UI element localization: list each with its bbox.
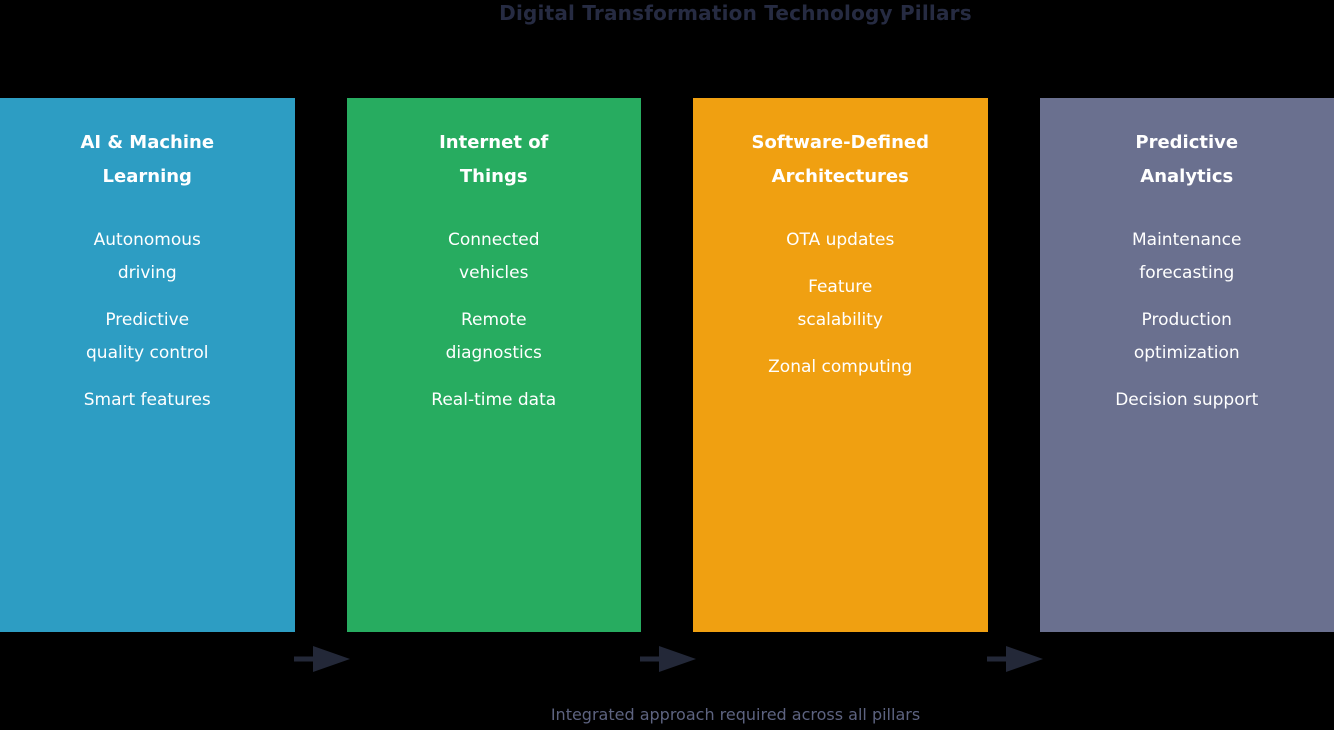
pillar-item-list: Maintenance forecasting Production optim… (1040, 224, 1334, 417)
pillar-item: Feature scalability (797, 277, 883, 330)
flow-arrow-icon (640, 646, 696, 672)
pillar-row: AI & Machine Learning Autonomous driving… (0, 98, 1334, 632)
page-title: Digital Transformation Technology Pillar… (499, 1, 972, 25)
pillar-item: OTA updates (786, 230, 895, 250)
pillar-item: Production optimization (1133, 310, 1240, 363)
pillar-item: Smart features (83, 390, 211, 410)
pillar-item-list: Autonomous driving Predictive quality co… (0, 224, 295, 417)
figure-caption: Integrated approach required across all … (550, 705, 921, 724)
pillar-item: Autonomous driving (93, 230, 201, 283)
pillar-heading: Internet of Things (439, 132, 549, 187)
pillar-predictive-analytics: Predictive Analytics Maintenance forecas… (1039, 98, 1334, 632)
pillar-item: Decision support (1115, 390, 1259, 410)
pillar-software-defined-architectures: Software-Defined Architectures OTA updat… (693, 98, 988, 632)
pillar-item: Zonal computing (768, 357, 913, 377)
pillar-item-list: Connected vehicles Remote diagnostics Re… (347, 224, 642, 417)
flow-arrow-icon (294, 646, 350, 672)
pillar-item: Remote diagnostics (445, 310, 542, 363)
pillar-ai-machine-learning: AI & Machine Learning Autonomous driving… (0, 98, 295, 632)
pillar-item: Maintenance forecasting (1132, 230, 1242, 283)
pillar-item: Real-time data (431, 390, 557, 410)
pillar-heading: Software-Defined Architectures (751, 132, 930, 187)
pillar-heading: AI & Machine Learning (80, 132, 215, 187)
pillar-heading: Predictive Analytics (1135, 132, 1239, 187)
flow-arrow-icon (987, 646, 1043, 672)
pillar-item-list: OTA updates Feature scalability Zonal co… (693, 224, 988, 384)
pillar-item: Predictive quality control (86, 310, 209, 363)
pillar-internet-of-things: Internet of Things Connected vehicles Re… (346, 98, 642, 632)
pillar-item: Connected vehicles (447, 230, 540, 283)
